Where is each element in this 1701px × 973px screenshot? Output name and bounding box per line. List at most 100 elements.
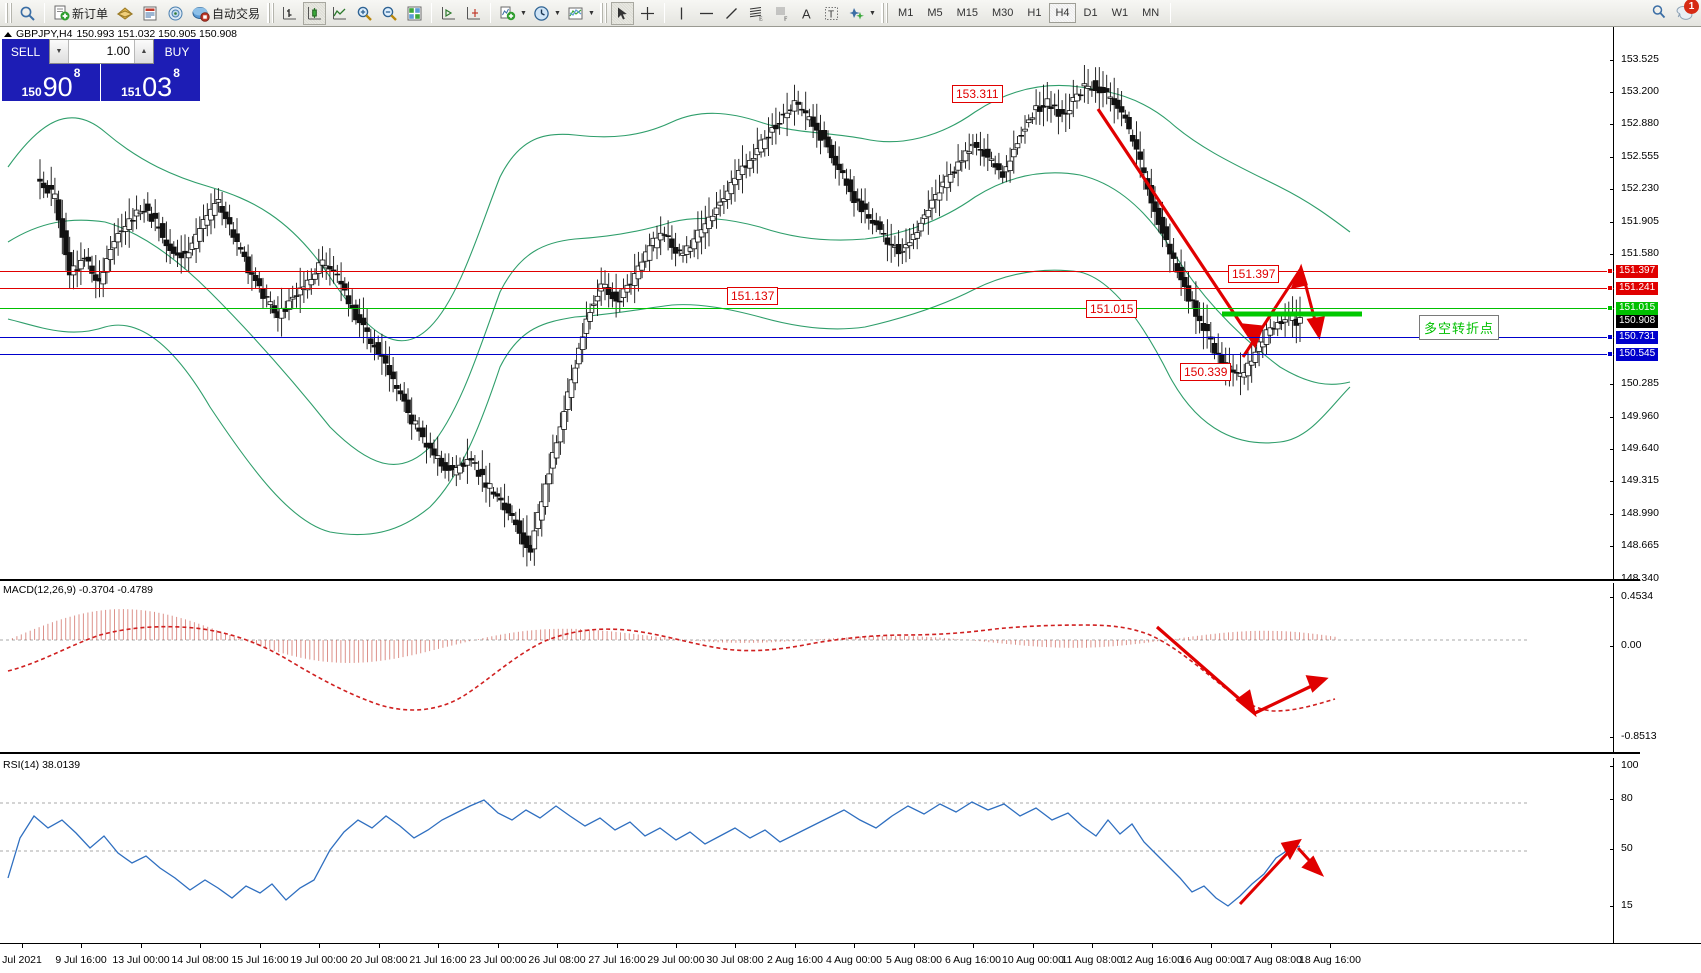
volume-increment-button[interactable]: ▲ xyxy=(134,40,153,63)
timeframe-m1[interactable]: M1 xyxy=(898,7,914,19)
time-tick-label: 10 Aug 00:00 xyxy=(1002,954,1064,966)
rsi-tick-label: 50 xyxy=(1621,842,1633,854)
trendline-icon[interactable] xyxy=(720,2,743,25)
timeframe-h4[interactable]: H4 xyxy=(1049,3,1076,23)
auto-scroll-icon[interactable] xyxy=(462,2,485,25)
search-magnifier-icon[interactable] xyxy=(1651,4,1667,23)
level-151397-line[interactable] xyxy=(0,271,1614,272)
label-151015[interactable]: 151.015 xyxy=(1086,300,1138,318)
timeframe-m15[interactable]: M15 xyxy=(956,7,978,19)
time-tick xyxy=(914,944,915,948)
new-order-label: 新订单 xyxy=(72,6,109,21)
candlestick-chart-icon[interactable] xyxy=(303,1,327,25)
level-150545-tag[interactable]: 150.545 xyxy=(1616,348,1659,361)
time-tick-label: 2 Aug 16:00 xyxy=(766,954,824,966)
trade-panel-price-row: 150 90 8 151 03 8 xyxy=(2,64,200,101)
level-150545-line[interactable] xyxy=(0,354,1614,355)
channel-icon[interactable]: F xyxy=(770,2,793,25)
level-151397-handle[interactable] xyxy=(1607,268,1613,274)
chart-container[interactable]: GBPJPY,H4 150.993 151.032 150.905 150.90… xyxy=(0,27,1701,973)
collapse-triangle-icon[interactable] xyxy=(4,31,12,37)
macd-pane-label: MACD(12,26,9) -0.3704 -0.4789 xyxy=(3,584,153,596)
templates-dropdown-arrow[interactable]: ▼ xyxy=(588,9,595,17)
indicators-icon[interactable] xyxy=(496,2,519,25)
timeframe-w1[interactable]: W1 xyxy=(1111,7,1129,19)
time-tick xyxy=(854,944,855,948)
timeframe-d1[interactable]: D1 xyxy=(1083,7,1098,19)
label-150339[interactable]: 150.339 xyxy=(1180,363,1232,381)
zoom-in-icon[interactable] xyxy=(353,2,376,25)
label-turning-point[interactable]: 多空转折点 xyxy=(1419,315,1500,340)
time-tick-label: 4 Aug 00:00 xyxy=(825,954,883,966)
toolbar-grip-3[interactable] xyxy=(600,3,608,23)
price-pane[interactable]: 153.525 153.200 152.880 152.555 152.230 151.9… xyxy=(0,27,1701,584)
level-151397-tag[interactable]: 151.397 xyxy=(1616,265,1659,278)
rsi-pane[interactable]: RSI(14) 38.0139 100 80 50 15 xyxy=(0,752,1701,943)
volume-value[interactable]: 1.00 xyxy=(106,44,130,58)
label-151397[interactable]: 151.397 xyxy=(1228,265,1280,283)
bid-price-button[interactable]: 150 90 8 xyxy=(2,64,101,101)
time-tick xyxy=(81,944,82,948)
period-icon[interactable] xyxy=(530,2,553,25)
period-dropdown-arrow[interactable]: ▼ xyxy=(554,9,561,17)
toolbar-grip[interactable] xyxy=(5,3,12,23)
macd-axis-line xyxy=(1613,583,1614,753)
new-order-button[interactable]: 新订单 xyxy=(50,2,111,25)
buy-button[interactable]: BUY xyxy=(154,39,200,64)
text-icon[interactable]: A xyxy=(795,2,818,25)
autotrading-label: 自动交易 xyxy=(212,6,261,21)
level-151015-tag[interactable]: 151.015 xyxy=(1616,302,1659,315)
bid-price-main: 90 xyxy=(42,72,73,102)
label-153311[interactable]: 153.311 xyxy=(952,85,1003,103)
sell-button[interactable]: SELL xyxy=(2,39,49,64)
level-150908-last-tag[interactable]: 150.908 xyxy=(1616,315,1659,328)
volume-input[interactable]: ▼ 1.00 ▲ xyxy=(49,39,154,64)
horizontal-line-icon[interactable] xyxy=(695,2,718,25)
level-151015-handle[interactable] xyxy=(1607,305,1613,311)
chart-shift-icon[interactable] xyxy=(437,2,460,25)
toolbar-grip-4[interactable] xyxy=(881,3,889,23)
zoom-out-icon[interactable] xyxy=(378,2,401,25)
level-150545-handle[interactable] xyxy=(1607,351,1613,357)
data-window-icon[interactable] xyxy=(139,2,162,25)
level-151241-tag[interactable]: 151.241 xyxy=(1616,282,1659,295)
line-chart-icon[interactable] xyxy=(328,2,351,25)
ask-price-button[interactable]: 151 03 8 xyxy=(101,64,200,101)
timeframe-mn[interactable]: MN xyxy=(1142,7,1160,19)
time-tick xyxy=(735,944,736,948)
autotrading-button[interactable]: 自动交易 xyxy=(189,2,263,25)
price-tick xyxy=(1610,124,1614,125)
notifications-icon[interactable]: 1 xyxy=(1675,0,1699,23)
volume-decrement-button[interactable]: ▼ xyxy=(50,40,69,63)
timeframe-m30[interactable]: M30 xyxy=(992,7,1014,19)
shapes-icon[interactable] xyxy=(845,2,868,25)
templates-icon[interactable] xyxy=(564,2,587,25)
price-tick xyxy=(1610,254,1614,255)
tile-windows-icon[interactable] xyxy=(403,2,426,25)
label-151137[interactable]: 151.137 xyxy=(727,287,779,305)
toolbar-grip-2[interactable] xyxy=(267,3,275,23)
indicators-dropdown-arrow[interactable]: ▼ xyxy=(520,9,527,17)
fibonacci-icon[interactable]: E xyxy=(745,2,768,25)
text-label-icon[interactable]: T xyxy=(820,2,843,25)
search-icon[interactable] xyxy=(16,2,39,25)
level-150731-line[interactable] xyxy=(0,337,1614,338)
bar-chart-icon[interactable] xyxy=(278,2,301,25)
timeframe-m5[interactable]: M5 xyxy=(927,7,943,19)
level-151241-line[interactable] xyxy=(0,288,1614,289)
time-tick xyxy=(438,944,439,948)
notification-count: 1 xyxy=(1684,0,1699,14)
navigator-icon[interactable] xyxy=(164,2,187,25)
timeframe-h1[interactable]: H1 xyxy=(1027,7,1042,19)
expert-advisor-icon[interactable] xyxy=(113,2,137,25)
level-150731-tag[interactable]: 150.731 xyxy=(1616,331,1659,344)
level-151015-line[interactable] xyxy=(0,308,1614,309)
macd-pane[interactable]: MACD(12,26,9) -0.3704 -0.4789 0.4534 0.00… xyxy=(0,579,1701,753)
shapes-dropdown-arrow[interactable]: ▼ xyxy=(869,9,876,17)
crosshair-icon[interactable] xyxy=(636,2,659,25)
vertical-line-icon[interactable] xyxy=(670,2,693,25)
level-150731-handle[interactable] xyxy=(1607,334,1613,340)
level-151241-handle[interactable] xyxy=(1607,285,1613,291)
cursor-icon[interactable] xyxy=(611,1,635,25)
one-click-trading-panel[interactable]: SELL ▼ 1.00 ▲ BUY 150 90 8 151 03 8 xyxy=(2,39,200,101)
